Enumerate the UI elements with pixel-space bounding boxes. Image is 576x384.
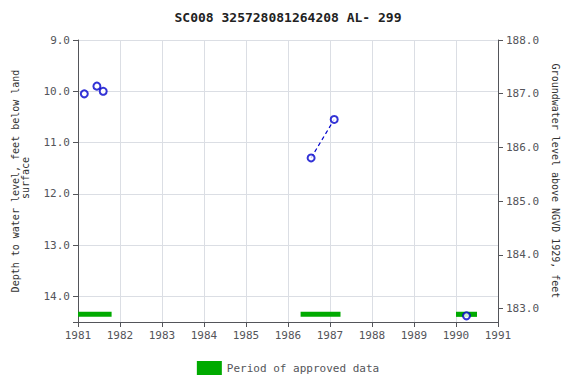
svg-text:Groundwater level above NGVD 1: Groundwater level above NGVD 1929, feet [550, 64, 561, 299]
svg-text:184.0: 184.0 [506, 248, 539, 261]
svg-text:186.0: 186.0 [506, 141, 539, 154]
svg-text:188.0: 188.0 [506, 34, 539, 47]
svg-text:surface: surface [20, 157, 31, 205]
svg-text:11.0: 11.0 [44, 136, 71, 149]
svg-text:Period of approved data: Period of approved data [227, 362, 379, 375]
svg-text:1982: 1982 [107, 329, 134, 342]
svg-text:Depth to water level, feet bel: Depth to water level, feet below land [9, 69, 21, 293]
svg-text:13.0: 13.0 [44, 239, 71, 252]
svg-text:9.0: 9.0 [50, 34, 70, 47]
svg-text:14.0: 14.0 [44, 290, 71, 303]
svg-text:187.0: 187.0 [506, 87, 539, 100]
svg-text:1989: 1989 [401, 329, 428, 342]
svg-text:183.0: 183.0 [506, 302, 539, 315]
svg-text:1981: 1981 [65, 329, 92, 342]
svg-text:185.0: 185.0 [506, 195, 539, 208]
svg-text:1988: 1988 [359, 329, 386, 342]
svg-text:1991: 1991 [485, 329, 512, 342]
svg-text:1987: 1987 [317, 329, 344, 342]
svg-text:SC008 325728081264208 AL- 299: SC008 325728081264208 AL- 299 [175, 10, 402, 25]
svg-text:1986: 1986 [275, 329, 302, 342]
svg-text:12.0: 12.0 [44, 187, 71, 200]
svg-text:1983: 1983 [149, 329, 176, 342]
svg-text:1984: 1984 [191, 329, 218, 342]
svg-text:10.0: 10.0 [44, 85, 71, 98]
svg-text:1985: 1985 [233, 329, 260, 342]
svg-text:1990: 1990 [443, 329, 470, 342]
